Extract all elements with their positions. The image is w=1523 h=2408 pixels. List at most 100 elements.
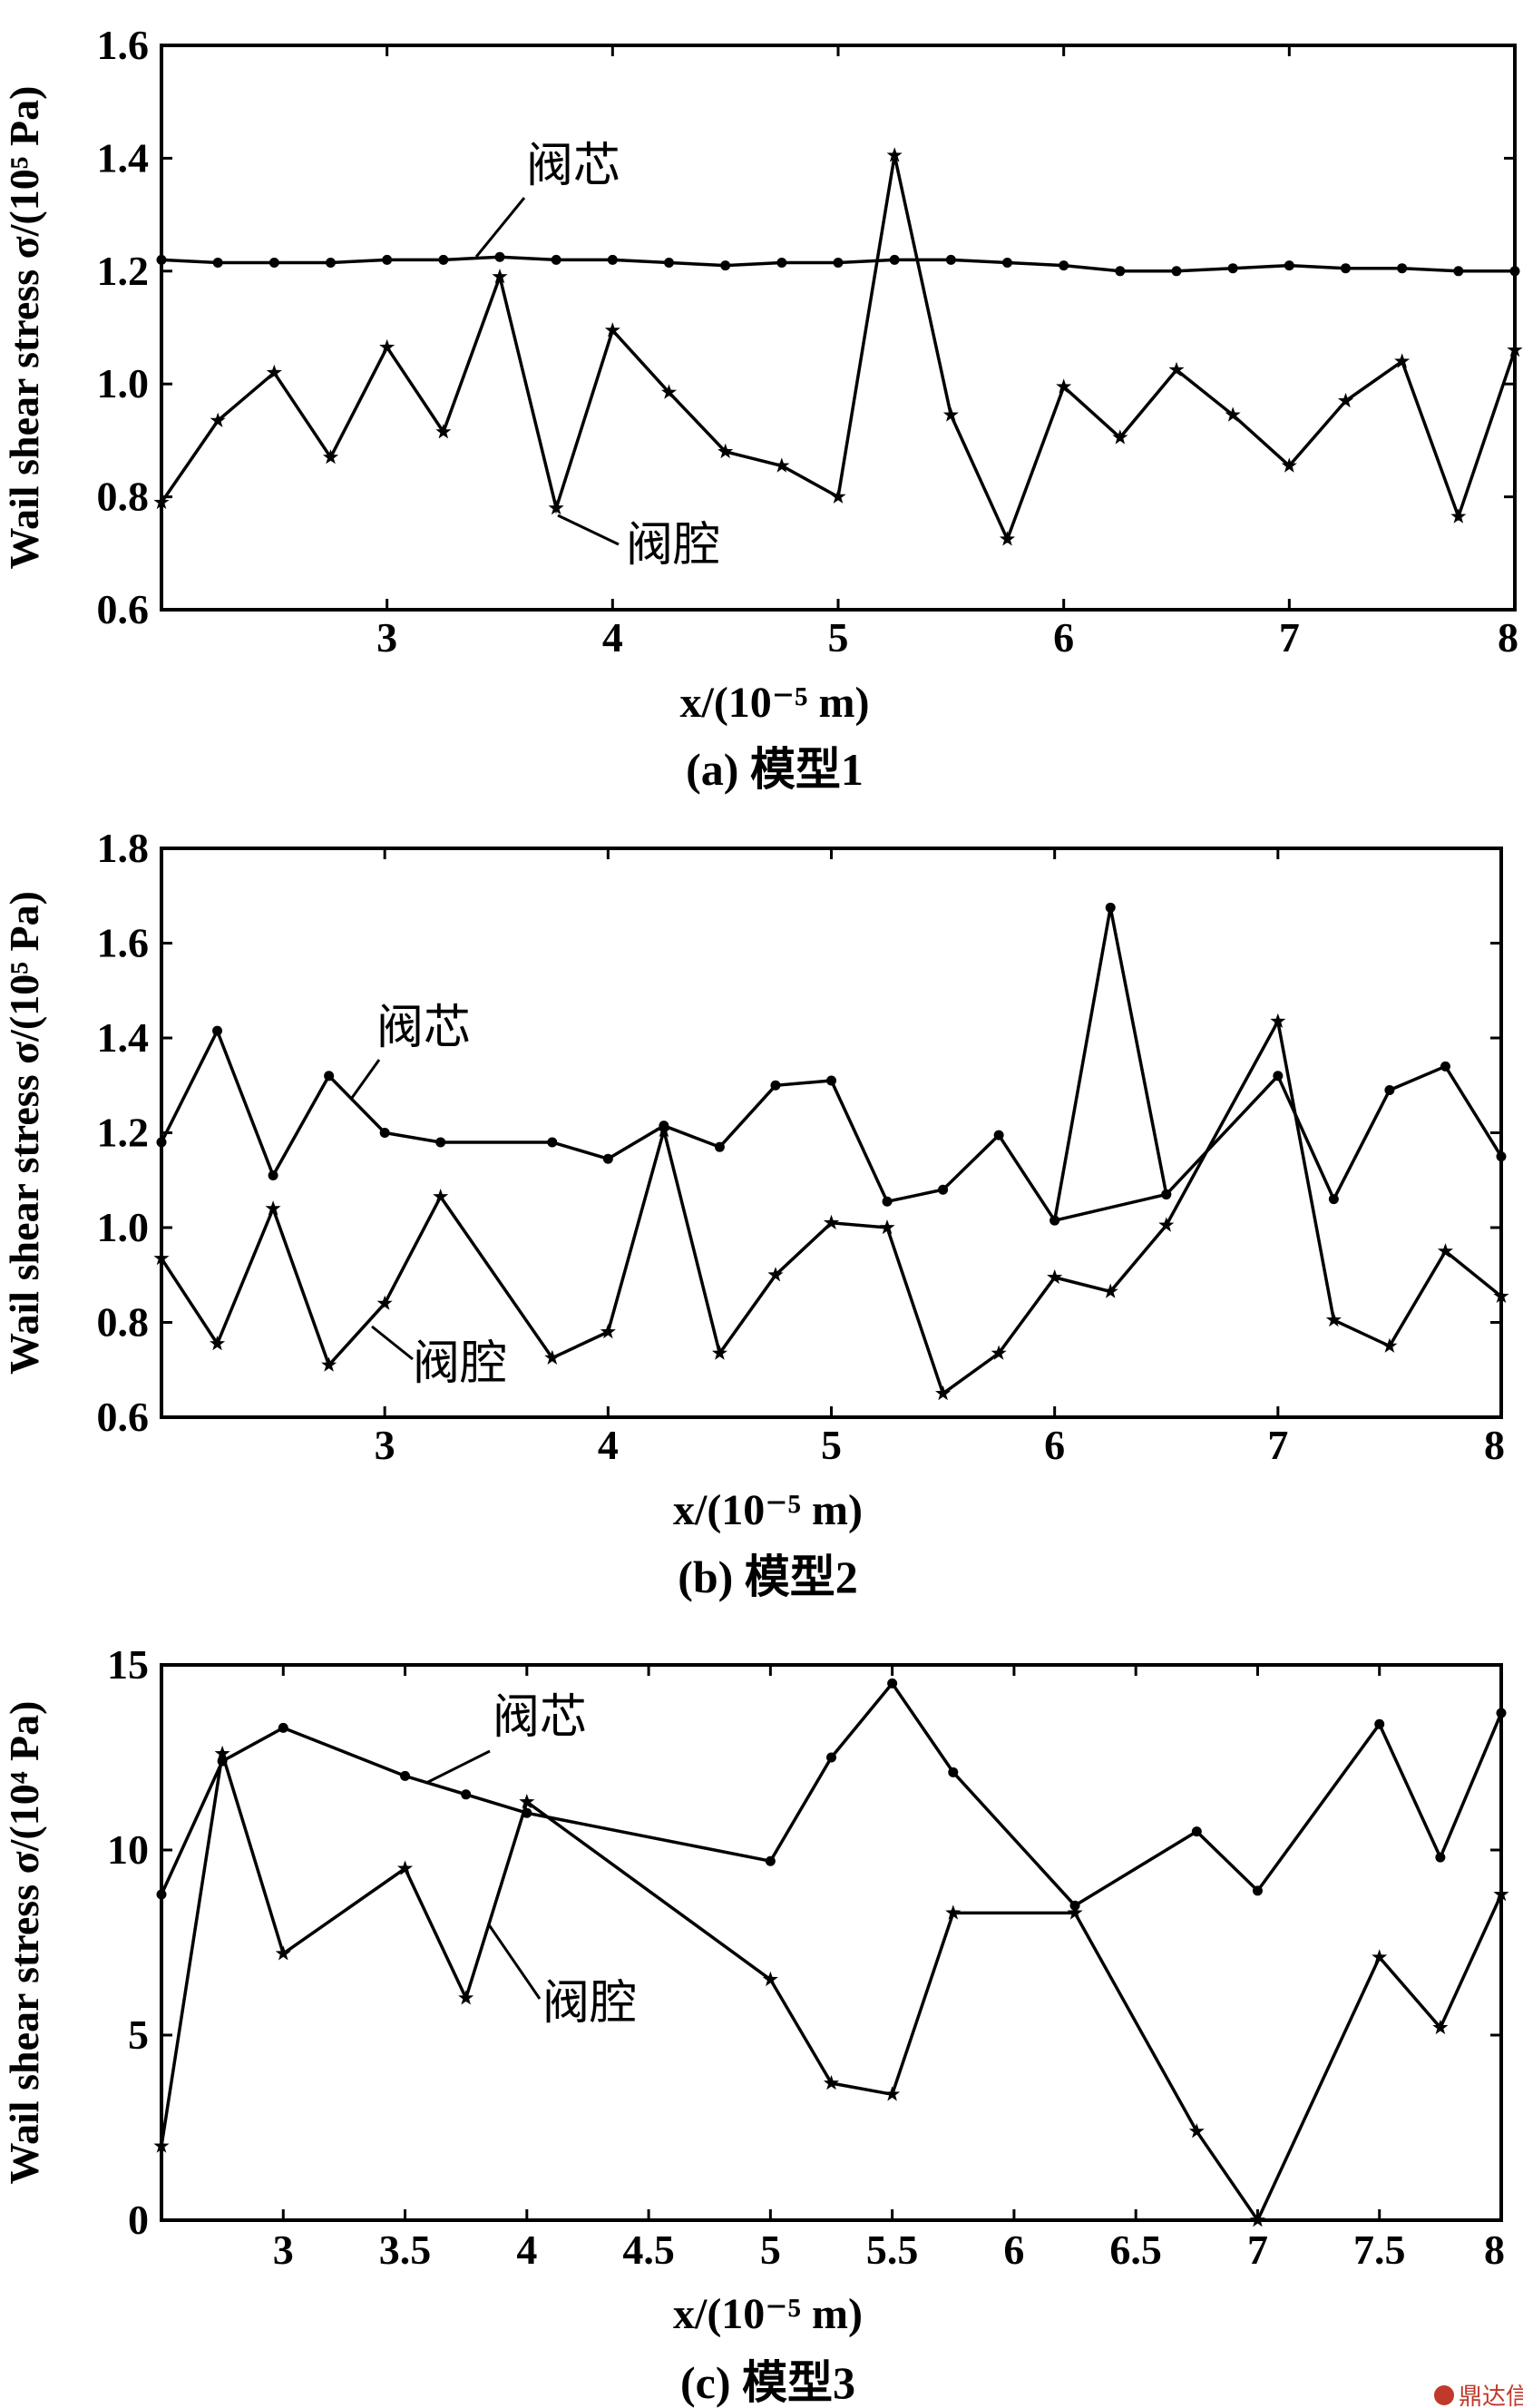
x-tick-label: 7 [1247, 2227, 1268, 2273]
data-point-dot [826, 1075, 836, 1086]
data-point-dot [1115, 266, 1126, 277]
x-tick-label: 4 [602, 614, 623, 661]
x-tick-label: 7 [1279, 614, 1300, 661]
y-tick-label: 0.6 [97, 1394, 150, 1440]
data-point-dot [1496, 1708, 1507, 1718]
data-point-dot [1252, 1885, 1263, 1896]
data-point-dot [1440, 1061, 1450, 1072]
data-point-star [711, 1345, 727, 1360]
x-tick-label: 6 [1044, 1422, 1065, 1468]
data-point-dot [1171, 266, 1182, 277]
y-tick-label: 0.8 [97, 1299, 150, 1346]
data-point-star [266, 364, 282, 379]
data-point-dot [156, 1137, 167, 1148]
data-point-star [544, 1349, 561, 1365]
y-tick-label: 1.4 [97, 134, 150, 181]
x-tick-label: 7.5 [1353, 2227, 1406, 2273]
data-point-star [1047, 1268, 1063, 1285]
data-point-star [1158, 1217, 1175, 1232]
data-point-dot [382, 254, 393, 265]
annotation-leader [425, 1749, 491, 1785]
x-tick-label: 6 [1003, 2227, 1024, 2273]
data-point-dot [1273, 1071, 1284, 1082]
data-point-dot [1384, 1084, 1395, 1095]
y-tick-label: 1.6 [97, 22, 150, 68]
annotation-label-valve-cavity: 阀腔 [542, 1976, 637, 2031]
data-point-dot [664, 257, 674, 268]
x-tick-label: 5 [828, 614, 849, 661]
x-tick-label: 8 [1484, 2227, 1505, 2273]
data-point-dot [435, 1137, 446, 1148]
watermark-text: 鼎达信 [1459, 2384, 1523, 2408]
x-tick-label: 4 [598, 1422, 619, 1468]
data-point-star [1372, 1949, 1388, 1964]
y-tick-label: 10 [107, 1826, 149, 1873]
data-point-star [600, 1324, 616, 1339]
annotation-leader [371, 1325, 414, 1361]
data-point-star [1493, 1886, 1509, 1902]
data-point-dot [1374, 1718, 1385, 1729]
data-point-star [153, 1250, 170, 1266]
data-point-dot [607, 254, 618, 265]
data-point-dot [1161, 1189, 1172, 1199]
data-point-star [1437, 1243, 1453, 1258]
data-point-star [1056, 378, 1072, 394]
data-point-star [214, 1745, 230, 1761]
annotation-label-valve-core: 阀芯 [526, 139, 620, 193]
data-point-star [1281, 457, 1297, 473]
series-line-valve-cavity [160, 154, 1517, 543]
data-point-dot [1002, 257, 1012, 268]
x-tick-label: 3 [376, 614, 397, 661]
data-point-star [1507, 341, 1523, 357]
data-point-dot [1435, 1852, 1446, 1863]
x-tick-label: 6.5 [1109, 2227, 1162, 2273]
data-point-star [935, 1385, 952, 1401]
y-axis-label: Wail shear stress σ/(10⁴ Pa) [1, 1701, 47, 2185]
x-tick-label: 5 [760, 2227, 781, 2273]
data-point-dot [1284, 260, 1294, 271]
series-line-valve-core [160, 1026, 1503, 1223]
data-point-star [265, 1200, 281, 1216]
annotation-leader [350, 1059, 381, 1099]
data-point-star [774, 457, 790, 473]
data-point-dot [324, 1071, 335, 1082]
data-point-star [1337, 392, 1354, 408]
data-point-star [1249, 2212, 1265, 2227]
data-point-dot [268, 257, 279, 268]
data-point-star [999, 531, 1016, 546]
watermark-logo: 鼎达信 [1434, 2384, 1523, 2408]
panel-caption: (c) 模型3 [680, 2357, 855, 2408]
data-point-star [1394, 353, 1411, 368]
data-point-star [656, 1121, 672, 1138]
annotation-leader [486, 1923, 542, 2000]
data-point-dot [438, 254, 449, 265]
data-point-star [153, 494, 170, 510]
data-point-dot [156, 1889, 167, 1900]
data-point-dot [1050, 1215, 1060, 1226]
data-point-star [945, 1904, 962, 1920]
x-tick-label: 8 [1498, 614, 1518, 661]
data-point-dot [945, 254, 956, 265]
x-tick-label: 3 [273, 2227, 294, 2273]
data-point-star [1067, 1904, 1083, 1920]
x-tick-label: 5 [821, 1422, 842, 1468]
data-point-dot [993, 1130, 1004, 1140]
y-axis-label: Wail shear stress σ/(10⁵ Pa) [1, 891, 47, 1375]
data-point-dot [547, 1137, 558, 1148]
annotation-leader [557, 514, 620, 546]
annotation-label-valve-core: 阀芯 [493, 1690, 587, 1745]
y-tick-label: 1.0 [97, 1204, 150, 1250]
data-point-star [1225, 406, 1241, 422]
data-point-star [1102, 1283, 1118, 1298]
data-point-dot [948, 1767, 959, 1777]
y-tick-label: 1.4 [97, 1014, 150, 1061]
data-point-star [762, 1971, 778, 1987]
data-point-dot [551, 254, 561, 265]
data-point-dot [720, 260, 731, 271]
data-point-star [153, 2138, 170, 2153]
data-point-dot [212, 257, 223, 268]
data-point-dot [770, 1080, 781, 1091]
data-point-dot [461, 1789, 472, 1800]
y-tick-label: 5 [128, 2012, 149, 2058]
